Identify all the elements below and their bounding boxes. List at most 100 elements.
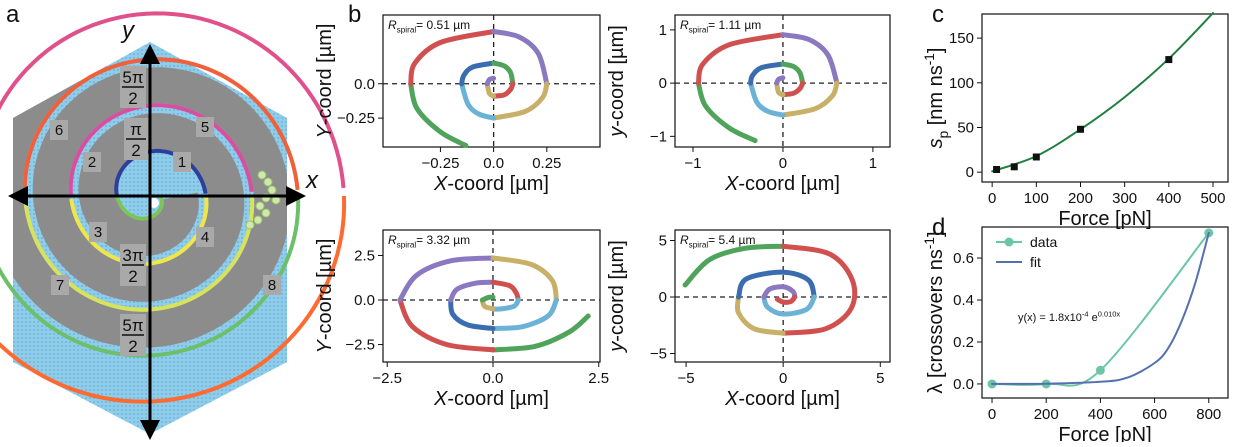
legend-label: fit xyxy=(1030,254,1041,270)
region-label: 1 xyxy=(178,154,186,171)
series-line xyxy=(397,255,496,303)
annotation-part: spiral xyxy=(397,26,417,35)
point xyxy=(993,165,1001,173)
x-axis-label-part: -coord [µm] xyxy=(447,173,549,195)
x-axis-label-part: Force [pN] xyxy=(1058,208,1151,230)
series-line xyxy=(780,32,840,86)
x-tick-label: −0.25 xyxy=(421,155,459,172)
y-axis-label-part: Y xyxy=(314,338,336,353)
x-axis-label: X-coord [µm] xyxy=(724,173,840,195)
spiral-segment xyxy=(68,103,254,197)
annotation-part: y(x) = 1.8x10 xyxy=(1018,312,1082,324)
y-axis-label-part: ] xyxy=(925,48,947,54)
y-tick-label: 0.0 xyxy=(354,76,375,93)
y-tick-label: 50 xyxy=(957,119,974,136)
y-axis-label-part: y xyxy=(606,126,628,139)
annotation-part: = 1.11 µm xyxy=(708,18,761,32)
y-tick-label: 0.4 xyxy=(953,292,974,309)
series-line xyxy=(491,29,550,87)
x-axis-label-part: -coord [µm] xyxy=(738,173,840,195)
y-tick-label: 1 xyxy=(659,22,667,39)
y-axis-label-part: s xyxy=(925,138,947,148)
y-axis-label-part: [nm ns xyxy=(925,65,947,131)
annotation-part: spiral xyxy=(689,241,709,250)
polymer xyxy=(245,170,281,230)
y-axis-label-part: ] xyxy=(925,231,947,237)
series-line xyxy=(761,294,817,317)
panel-a: a y x 5π 2 π 2 3π 2 5π 2 1 2 3 4 5 6 7 8 xyxy=(0,1,347,440)
region-label: 8 xyxy=(268,277,276,294)
y-tick-label: 0.6 xyxy=(953,250,974,267)
series-line xyxy=(490,279,521,303)
point xyxy=(1010,163,1018,171)
region-label: 5 xyxy=(201,119,209,136)
region-label: 6 xyxy=(55,122,63,139)
series-line xyxy=(491,81,550,121)
x-axis-label: X-coord [µm] xyxy=(724,388,840,410)
series-line xyxy=(774,75,786,86)
angle-numerator: 3π xyxy=(122,246,143,265)
y-axis-label-part: -1 xyxy=(922,53,937,65)
x-axis-label-part: X xyxy=(433,173,448,195)
annotation-part: spiral xyxy=(689,26,709,35)
angle-denominator: 2 xyxy=(128,337,137,356)
x-axis-label-part: -coord [µm] xyxy=(447,388,549,410)
x-tick-label: −1 xyxy=(684,155,701,172)
panel-label: a xyxy=(6,1,20,28)
angle-numerator: 5π xyxy=(122,68,143,87)
x-axis-label: X-coord [µm] xyxy=(433,173,549,195)
y-tick-label: 100 xyxy=(949,75,974,92)
point xyxy=(1076,125,1084,133)
annotation-part: e xyxy=(1089,312,1098,324)
y-tick-label: 0 xyxy=(659,289,667,306)
point xyxy=(1165,56,1173,64)
x-tick-label: 400 xyxy=(1156,190,1181,207)
y-axis-label: y-coord [µm] xyxy=(606,25,628,139)
series-line xyxy=(408,29,497,87)
x-tick-label: −2.5 xyxy=(372,370,402,387)
y-tick-label: −2.5 xyxy=(345,337,375,354)
panel-label: d xyxy=(932,214,945,241)
y-axis-label-part: -1 xyxy=(922,237,937,249)
x-tick-label: 0 xyxy=(988,190,996,207)
y-tick-label: −0.25 xyxy=(337,110,375,127)
axis-label: y xyxy=(120,17,136,44)
series-line xyxy=(748,80,786,118)
x-tick-label: 200 xyxy=(1034,406,1059,423)
y-tick-label: 0 xyxy=(659,75,667,92)
x-tick-label: 800 xyxy=(1196,406,1221,423)
series-line xyxy=(408,81,469,149)
y-tick-label: 2.5 xyxy=(354,247,375,264)
annotation: Rspiral= 5.4 µm xyxy=(680,233,755,250)
x-tick-label: 2.5 xyxy=(588,370,609,387)
series-line xyxy=(490,297,521,312)
spiral-segment xyxy=(0,195,301,358)
x-tick-label: 0 xyxy=(779,155,787,172)
annotation-part: 0.010x xyxy=(1098,310,1121,319)
annotation-part: R xyxy=(388,18,397,32)
plot-frame xyxy=(382,14,601,148)
point xyxy=(1032,153,1040,161)
spiral-segment xyxy=(0,195,347,404)
y-axis-label-part: y xyxy=(606,341,628,354)
y-axis-label-part: -coord [µm] xyxy=(606,240,628,342)
annotation-part: = 0.51 µm xyxy=(416,18,470,32)
annotation-part: R xyxy=(680,18,689,32)
series-line xyxy=(491,81,516,99)
gray-band xyxy=(13,42,287,348)
series-line xyxy=(484,75,497,87)
y-axis-label-part: Y xyxy=(314,123,336,138)
series-line xyxy=(491,60,516,87)
x-axis-label: Force [pN] xyxy=(1058,424,1151,442)
y-tick-label: 0.2 xyxy=(953,334,974,351)
x-tick-label: 0.25 xyxy=(532,155,561,172)
x-tick-label: 300 xyxy=(1112,190,1137,207)
x-axis-label-part: Force [pN] xyxy=(1058,424,1151,442)
angle-denominator: 2 xyxy=(128,89,137,108)
plot-frame xyxy=(674,229,891,363)
point xyxy=(1095,365,1105,375)
y-axis-label-part: λ [crossovers ns xyxy=(925,249,947,393)
y-tick-label: 0.0 xyxy=(354,292,375,309)
x-tick-label: 400 xyxy=(1088,406,1113,423)
spiral-segment xyxy=(0,11,346,189)
